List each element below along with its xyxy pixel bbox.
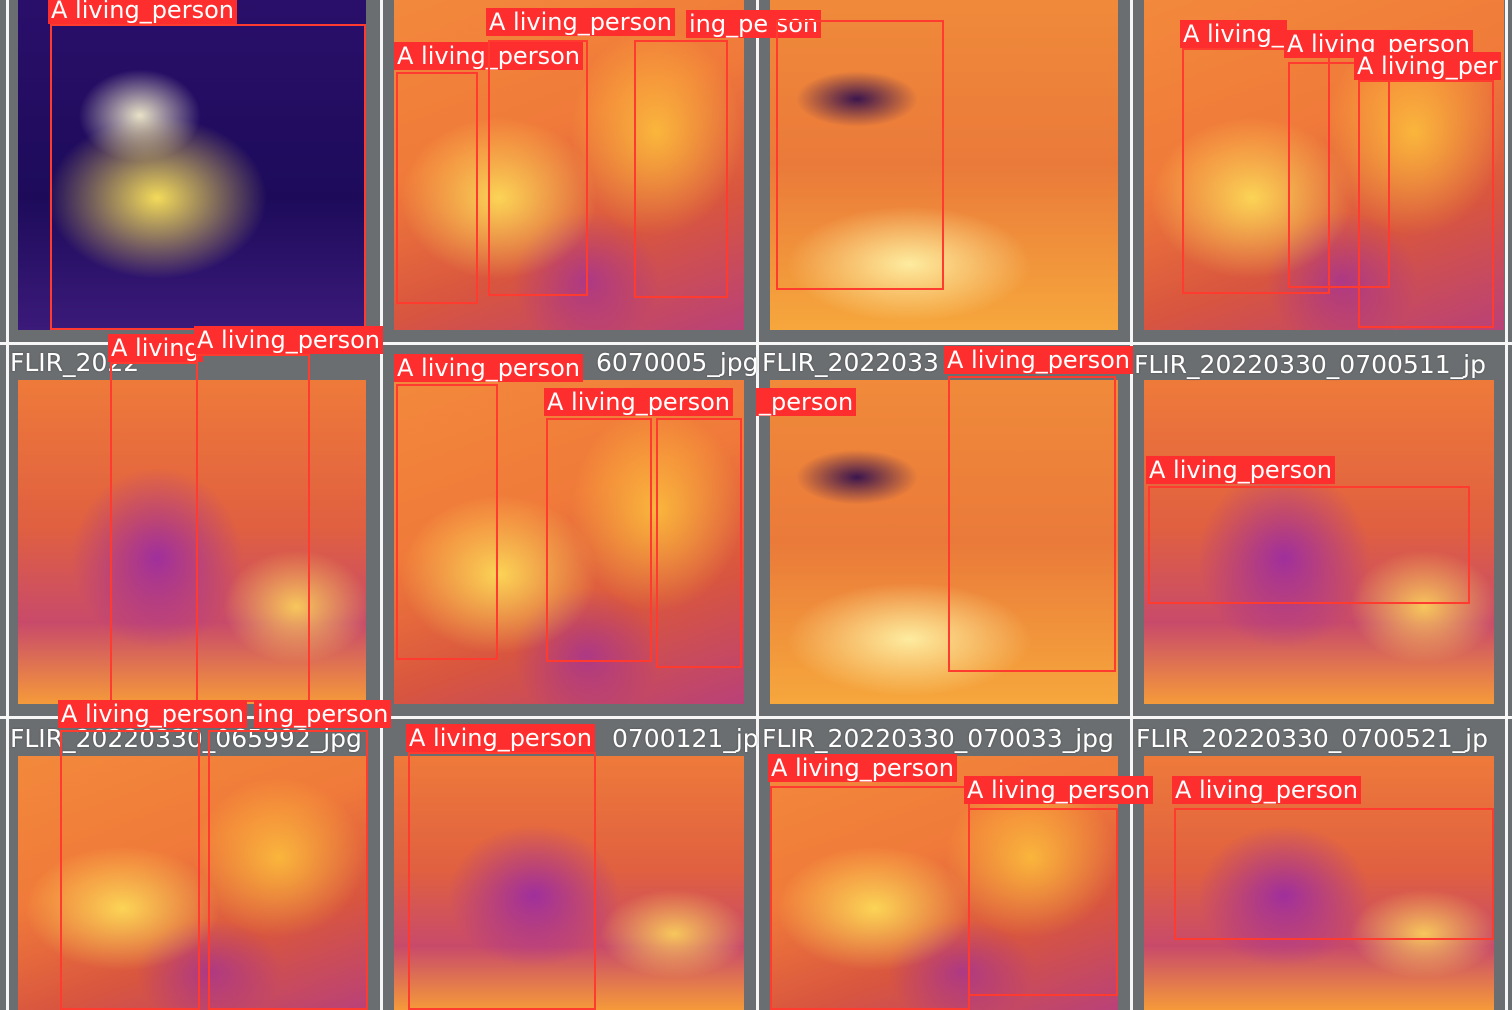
detection-label: A living_person [58,700,247,728]
detection-label: A living [108,334,203,362]
detection-label-fragment: ing_person [254,700,392,728]
detection-box [60,730,200,1010]
detection-box [110,362,198,702]
detection-box [50,24,366,330]
image-filename: FLIR_20220330_0700521_jp [1136,724,1488,753]
detection-box [396,72,478,304]
detection-label: A living_per [1354,52,1501,80]
thermal-image-r1c3 [770,0,1118,330]
image-filename: FLIR_20220330_065992_jpg [10,724,362,753]
thermal-image-r1c1 [18,0,366,330]
grid-divider [756,0,759,1010]
detection-label: A living_person [944,346,1133,374]
grid-divider [6,0,9,1010]
detection-box [488,40,588,296]
image-filename: 0700121_jp [612,724,759,753]
detection-box [776,20,944,290]
detection-box [634,40,728,298]
grid-divider [380,0,383,1010]
detection-label: A living_person [406,724,595,752]
detection-box [196,354,310,702]
detection-box [546,418,652,662]
detection-label: A living_person [394,354,583,382]
detection-label: A living_person [486,8,675,36]
detection-box [948,376,1116,672]
detection-label: A living_ [1180,20,1287,48]
detection-label: A living_person [194,326,383,354]
grid-divider [0,342,1512,345]
detection-box [656,418,742,668]
thermal-image-r2c3 [770,380,1118,704]
detection-box [208,730,368,1010]
thermal-image-r3c2 [394,756,744,1010]
detection-box [770,786,970,1010]
image-filename: 6070005_jpg [596,348,759,377]
detection-label: A living_person [1146,456,1335,484]
detection-box [1182,48,1330,294]
detection-box [1288,62,1390,288]
detection-label: A living_person [768,754,957,782]
detection-label: A living_person [964,776,1153,804]
detection-label-fragment: _person [756,388,857,416]
detection-box [1358,80,1494,328]
detection-label: A living_person [544,388,733,416]
thermal-image-r2c4 [1144,380,1494,704]
grid-divider [1130,0,1133,1010]
detection-label-fragment: ing_pe son [686,10,822,38]
thermal-image-r2c2 [394,380,744,704]
grid-divider [1505,0,1508,1010]
thermal-image-r3c1 [18,756,366,1010]
detection-box [408,752,596,1010]
detection-box [396,384,498,660]
detection-box [1148,486,1470,604]
image-filename: FLIR_2022033 [762,348,939,377]
detection-label: A living_person [48,0,237,24]
detection-label: A living_person [1172,776,1361,804]
detection-box [1174,808,1494,940]
detection-box [968,808,1118,996]
grid-divider [0,716,1512,719]
image-filename: FLIR_20220330_070033_jpg [762,724,1114,753]
image-filename: FLIR_20220330_0700511_jp [1134,350,1486,379]
